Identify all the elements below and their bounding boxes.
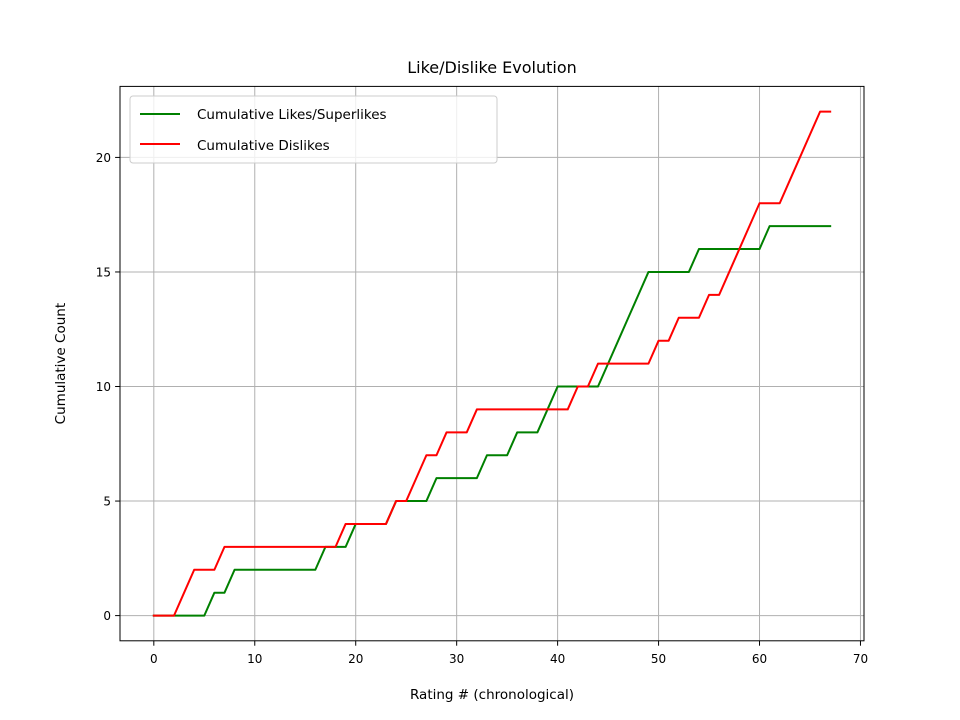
x-axis-label: Rating # (chronological) (410, 687, 574, 703)
x-tick-label: 30 (449, 652, 464, 666)
legend-box (129, 95, 498, 164)
x-tick-label: 20 (348, 652, 363, 666)
chart-title: Like/Dislike Evolution (407, 58, 577, 77)
y-tick-label: 5 (103, 495, 111, 509)
y-tick-label: 0 (103, 609, 111, 623)
series-layer (152, 110, 832, 617)
x-tick-label: 50 (651, 652, 666, 666)
plot-area-frame (119, 85, 865, 642)
y-tick-label: 20 (96, 151, 111, 165)
y-axis-label: Cumulative Count (53, 303, 69, 424)
y-tick-label: 15 (96, 265, 111, 279)
y-axis-ticks: 0 5 10 15 20 (96, 151, 120, 623)
x-axis-ticks: 0 10 20 30 40 50 60 70 (150, 640, 868, 666)
x-tick-label: 60 (752, 652, 767, 666)
x-tick-label: 0 (150, 652, 158, 666)
legend-label-likes: Cumulative Likes/Superlikes (197, 107, 387, 123)
y-tick-label: 10 (96, 380, 111, 394)
x-tick-label: 70 (853, 652, 868, 666)
x-tick-label: 10 (247, 652, 262, 666)
x-tick-label: 40 (550, 652, 565, 666)
series-line-likes (152, 225, 832, 617)
legend-label-dislikes: Cumulative Dislikes (197, 138, 330, 154)
legend: Cumulative Likes/Superlikes Cumulative D… (129, 95, 498, 164)
grid-lines (120, 86, 864, 641)
series-line-dislikes (152, 110, 832, 617)
